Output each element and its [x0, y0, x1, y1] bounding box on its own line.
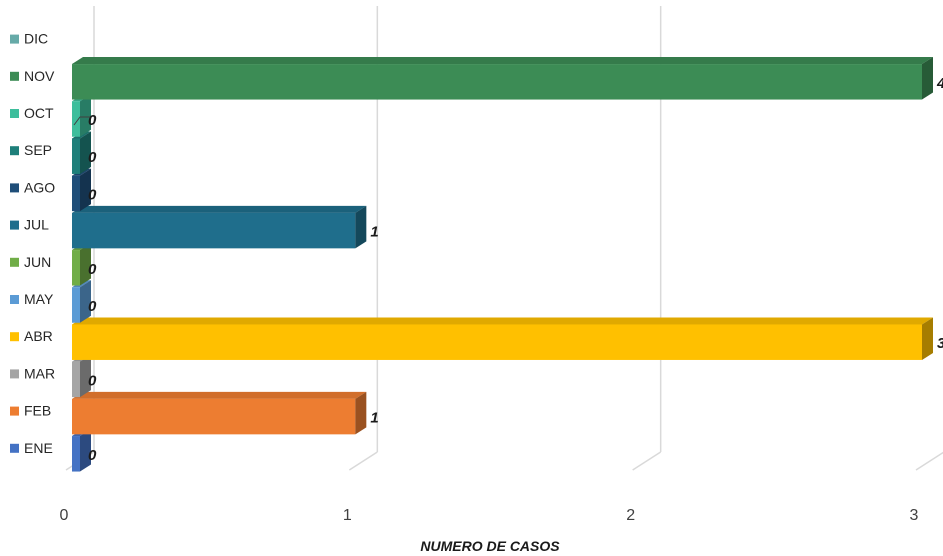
gridline-floor — [915, 451, 943, 471]
bar-side-face — [922, 317, 933, 360]
data-label: 1 — [370, 224, 378, 241]
bar-side-face — [80, 280, 91, 323]
category-label: SEP — [24, 142, 52, 158]
category-label: DIC — [24, 31, 48, 47]
bar — [72, 212, 356, 249]
category-label: MAR — [24, 365, 55, 381]
data-label: 0 — [88, 112, 97, 129]
bar — [72, 436, 80, 472]
bar-top-face — [72, 57, 933, 65]
x-tick-label: 2 — [626, 507, 635, 524]
bar — [72, 138, 80, 174]
data-label: 0 — [88, 447, 97, 464]
category-label: FEB — [24, 403, 51, 419]
bar — [72, 175, 80, 212]
data-label: 0 — [88, 372, 97, 389]
data-label: 0 — [88, 261, 97, 278]
bar-side-face — [80, 354, 91, 398]
category-marker — [10, 443, 19, 453]
category-marker — [10, 183, 19, 193]
category-label: MAY — [24, 291, 54, 307]
category-marker — [10, 369, 19, 379]
bar-side-face — [922, 57, 933, 100]
leader-line — [73, 116, 90, 126]
bar-side-face — [80, 131, 91, 174]
bar-side-face — [355, 205, 367, 249]
category-marker — [10, 109, 19, 118]
bar-side-face — [355, 391, 367, 435]
bar-side-face — [80, 94, 91, 137]
category-marker — [10, 332, 19, 342]
data-label: 4 — [936, 75, 943, 92]
bar — [72, 361, 80, 398]
category-label: AGO — [24, 179, 55, 195]
bar — [72, 64, 922, 100]
bar — [72, 324, 922, 360]
x-tick-label: 3 — [910, 507, 919, 524]
data-label: 0 — [88, 149, 97, 166]
category-marker — [10, 34, 19, 44]
bar — [72, 287, 80, 323]
gridline-floor — [632, 451, 662, 471]
data-label: 0 — [88, 298, 97, 315]
bar-top-face — [72, 391, 367, 399]
gridline-floor — [348, 451, 378, 471]
category-label: OCT — [24, 105, 54, 121]
bar-side-face — [80, 243, 91, 286]
category-label: JUL — [24, 217, 49, 233]
bar — [72, 101, 80, 137]
category-marker — [10, 220, 19, 230]
data-label: 1 — [370, 410, 378, 427]
category-label: ABR — [24, 328, 53, 344]
bar-top-face — [72, 205, 367, 213]
bar-side-face — [80, 168, 91, 212]
category-label: JUN — [24, 254, 51, 270]
bar-side-face — [80, 429, 91, 472]
bar — [72, 250, 80, 286]
category-label: ENE — [24, 440, 53, 456]
x-tick-label: 0 — [60, 507, 69, 524]
category-marker — [10, 295, 19, 304]
category-label: NOV — [24, 68, 55, 84]
bar — [72, 398, 356, 435]
x-axis-title: NUMERO DE CASOS — [420, 538, 560, 554]
data-label: 3 — [937, 335, 943, 352]
data-label: 0 — [88, 186, 97, 203]
category-marker — [10, 406, 19, 416]
category-marker — [10, 71, 19, 81]
category-marker — [10, 257, 19, 267]
bar-top-face — [72, 317, 933, 325]
x-tick-label: 1 — [343, 507, 352, 524]
category-marker — [10, 146, 19, 156]
